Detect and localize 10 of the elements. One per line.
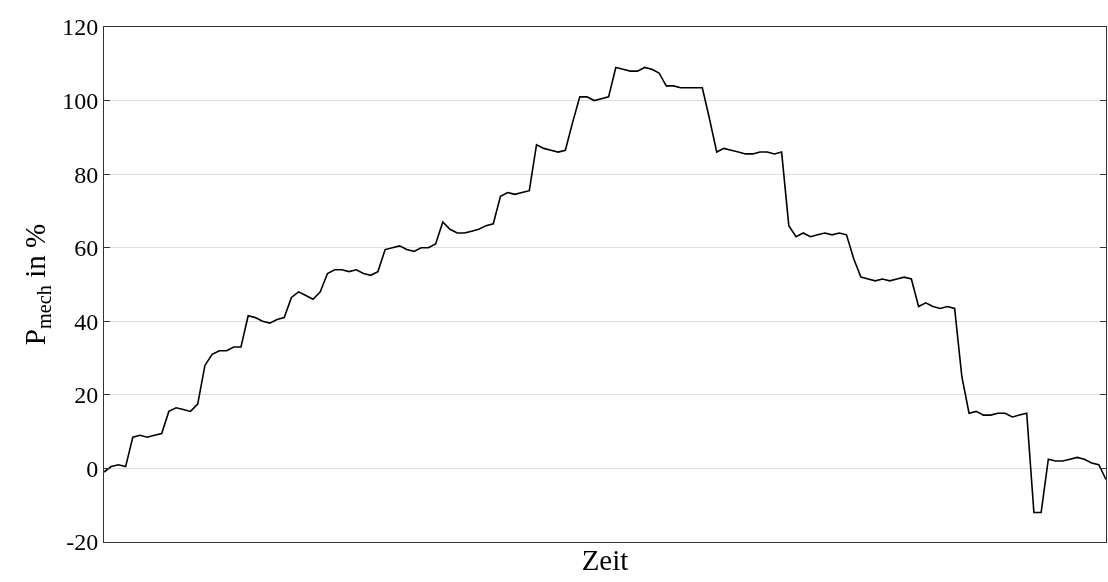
line-series <box>104 66 1106 514</box>
y-tick-label: 0 <box>86 455 99 482</box>
y-tick-label: 100 <box>62 87 99 114</box>
y-tick-label: 60 <box>74 235 99 262</box>
y-tick-label: -20 <box>66 529 99 556</box>
y-tick-label: 40 <box>74 308 99 335</box>
y-tick-label: 120 <box>62 14 99 41</box>
x-axis-title: Zeit <box>581 543 629 576</box>
y-tick-label: 20 <box>74 382 99 409</box>
y-tick-label: 80 <box>74 161 99 188</box>
